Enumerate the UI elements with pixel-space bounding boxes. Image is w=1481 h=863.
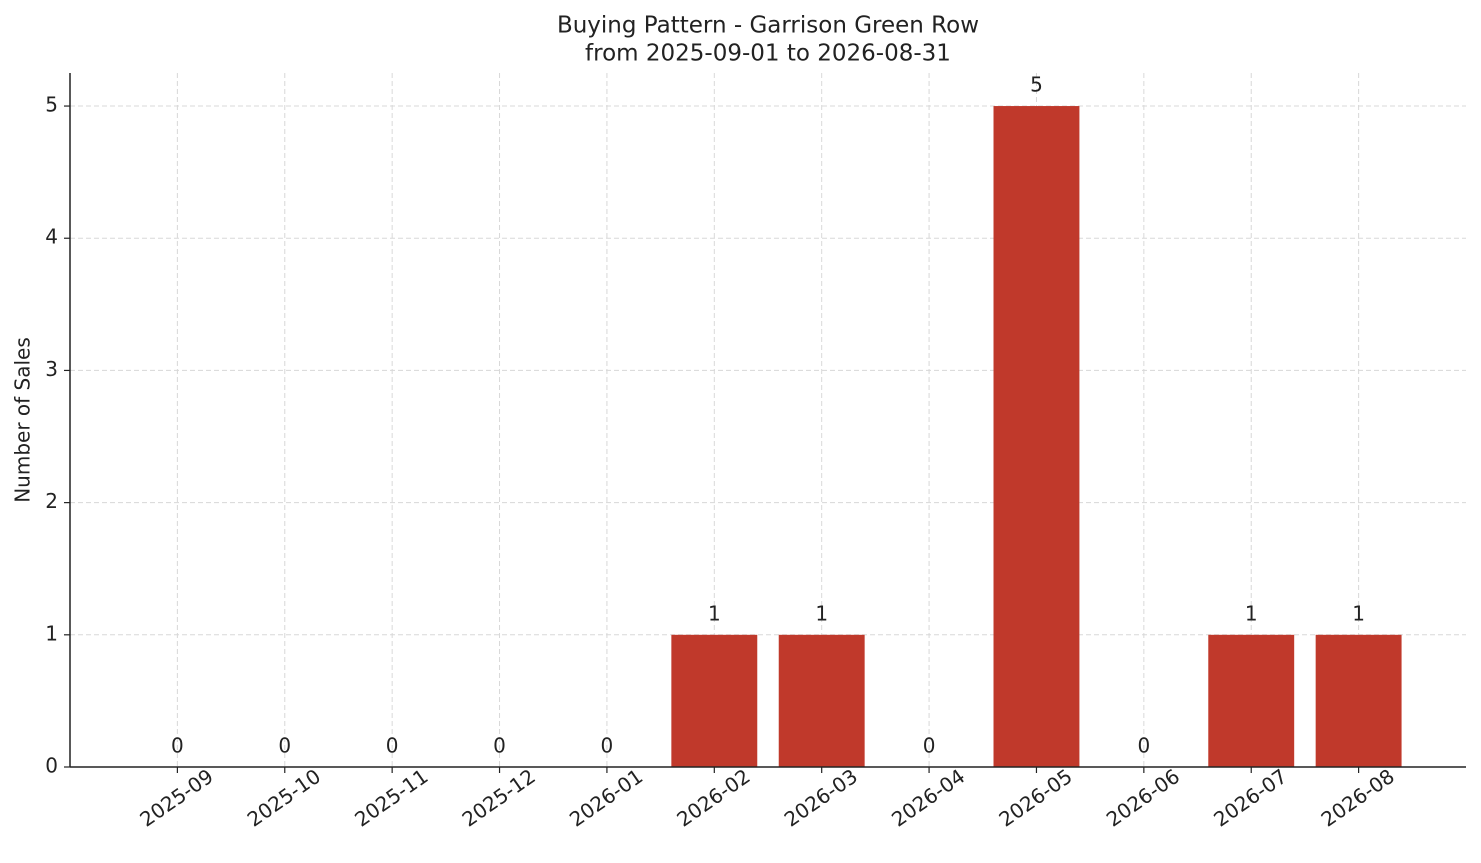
value-label: 1 bbox=[815, 601, 828, 625]
value-label: 0 bbox=[923, 734, 936, 758]
y-axis-label: Number of Sales bbox=[11, 337, 35, 503]
y-tick-label: 1 bbox=[45, 621, 58, 645]
value-label: 1 bbox=[1352, 601, 1365, 625]
value-label: 0 bbox=[1137, 734, 1150, 758]
y-tick-label: 0 bbox=[45, 754, 58, 778]
y-tick-label: 4 bbox=[45, 225, 58, 249]
x-tick-label: 2025-11 bbox=[350, 764, 432, 832]
chart-title: Buying Pattern - Garrison Green Row bbox=[557, 13, 979, 39]
value-label: 0 bbox=[601, 734, 614, 758]
value-label: 0 bbox=[171, 734, 184, 758]
x-tick-label: 2026-05 bbox=[994, 764, 1076, 832]
bar bbox=[993, 106, 1080, 768]
value-label: 0 bbox=[493, 734, 506, 758]
x-tick-label: 2026-07 bbox=[1209, 764, 1291, 832]
value-label: 0 bbox=[278, 734, 291, 758]
bar bbox=[1208, 634, 1295, 767]
chart-subtitle: from 2025-09-01 to 2026-08-31 bbox=[585, 41, 951, 67]
value-label: 1 bbox=[1245, 601, 1258, 625]
x-tick-label: 2025-12 bbox=[458, 764, 540, 832]
y-tick-label: 2 bbox=[45, 489, 58, 513]
value-label: 1 bbox=[708, 601, 721, 625]
bar bbox=[778, 634, 865, 767]
value-label: 0 bbox=[386, 734, 399, 758]
x-tick-label: 2026-04 bbox=[887, 764, 969, 832]
x-tick-label: 2025-10 bbox=[243, 764, 325, 832]
y-tick-label: 5 bbox=[45, 93, 58, 117]
x-tick-label: 2026-06 bbox=[1102, 764, 1184, 832]
y-tick-label: 3 bbox=[45, 357, 58, 381]
value-label: 5 bbox=[1030, 73, 1043, 97]
x-tick-label: 2026-01 bbox=[565, 764, 647, 832]
x-tick-label: 2025-09 bbox=[135, 764, 217, 832]
bar bbox=[1315, 634, 1402, 767]
x-tick-label: 2026-08 bbox=[1317, 764, 1399, 832]
bar bbox=[671, 634, 758, 767]
x-tick-label: 2026-02 bbox=[672, 764, 754, 832]
x-tick-label: 2026-03 bbox=[780, 764, 862, 832]
